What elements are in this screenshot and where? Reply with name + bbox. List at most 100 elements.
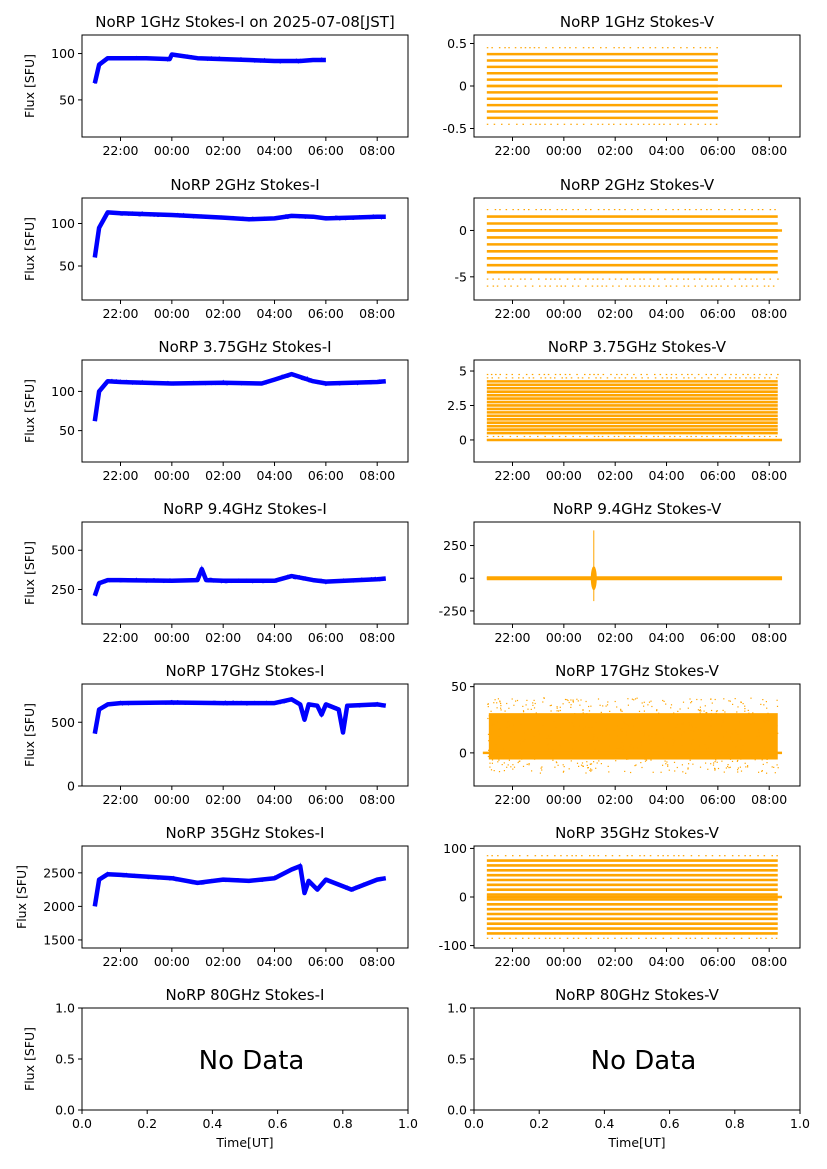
stokes-v-point (606, 728, 608, 730)
stokes-v-point (752, 746, 754, 748)
stokes-v-point (570, 704, 572, 706)
stokes-v-point (764, 721, 766, 724)
stokes-v-point (534, 702, 536, 705)
stokes-v-point (590, 768, 592, 770)
stokes-v-point (506, 726, 508, 728)
stokes-v-point (498, 47, 501, 49)
stokes-v-point (723, 698, 725, 700)
stokes-v-point (500, 709, 502, 711)
stokes-v-point (759, 730, 762, 732)
stokes-v-point (613, 47, 615, 49)
stokes-v-point (597, 209, 600, 211)
stokes-v-point (655, 734, 657, 736)
stokes-v-point (734, 285, 736, 287)
stokes-v-point (735, 746, 737, 748)
stokes-v-point (608, 745, 611, 747)
stokes-v-point (724, 711, 726, 713)
stokes-v-point (698, 855, 700, 857)
stokes-v-point (718, 278, 720, 280)
stokes-v-point (666, 761, 668, 763)
x-tick-label: 22:00 (494, 306, 530, 321)
stokes-v-point (750, 714, 752, 716)
x-tick-label: 02:00 (597, 792, 633, 807)
stokes-v-point (572, 700, 574, 702)
stokes-v-point (562, 771, 564, 773)
stokes-i-noise (94, 862, 384, 907)
stokes-v-point (569, 725, 571, 727)
stokes-v-point (691, 701, 693, 703)
stokes-v-point (766, 758, 768, 760)
stokes-v-point (595, 767, 597, 769)
stokes-v-point (710, 725, 712, 727)
stokes-v-point (587, 767, 589, 769)
stokes-v-point (566, 855, 568, 857)
stokes-v-point (757, 757, 759, 759)
stokes-v-point (763, 285, 766, 287)
stokes-v-point (689, 759, 691, 761)
stokes-v-point (572, 937, 575, 939)
stokes-v-point (590, 705, 592, 707)
stokes-v-point (576, 698, 578, 700)
stokes-v-point (547, 744, 549, 746)
stokes-v-point (554, 855, 556, 857)
stokes-v-point (516, 435, 518, 438)
stokes-v-point (741, 285, 743, 287)
stokes-v-point (690, 702, 692, 704)
stokes-v-point (626, 723, 628, 725)
stokes-v-point (688, 724, 690, 726)
stokes-v-point (500, 732, 502, 734)
stokes-v-point (717, 716, 719, 718)
x-tick-label: 08:00 (359, 306, 395, 321)
stokes-v-point (633, 278, 635, 280)
stokes-v-point (672, 739, 674, 741)
stokes-v-point (522, 717, 524, 719)
stokes-v-point (701, 937, 703, 939)
stokes-v-point (673, 435, 676, 438)
stokes-v-point (762, 699, 764, 701)
stokes-v-point (563, 123, 566, 125)
stokes-v-point (684, 209, 686, 211)
stokes-v-point (614, 733, 616, 735)
stokes-v-point (695, 435, 697, 438)
stokes-v-point (613, 123, 615, 125)
stokes-v-point (690, 724, 692, 726)
stokes-v-point (582, 765, 584, 767)
stokes-v-point (538, 47, 540, 49)
stokes-v-point (505, 209, 508, 211)
y-tick-label: 500 (51, 543, 75, 558)
y-axis-label: Flux [SFU] (22, 217, 37, 281)
stokes-v-point (499, 701, 501, 703)
stokes-v-point (667, 47, 669, 49)
x-tick-label: 02:00 (205, 954, 241, 969)
stokes-v-point (665, 209, 667, 211)
stokes-v-point (512, 713, 514, 716)
stokes-v-point (620, 738, 622, 741)
stokes-v-point (587, 731, 590, 733)
stokes-v-point (616, 706, 618, 708)
stokes-v-point (751, 285, 754, 287)
stokes-v-point (776, 855, 778, 857)
stokes-v-point (558, 710, 560, 712)
y-axis-label: Flux [SFU] (22, 703, 37, 767)
stokes-v-point (731, 855, 734, 857)
stokes-v-point (531, 373, 534, 376)
stokes-v-point (591, 726, 593, 728)
stokes-v-point (754, 759, 756, 761)
stokes-v-point (516, 754, 518, 756)
stokes-v-point (707, 714, 709, 716)
stokes-v-point (748, 937, 750, 939)
stokes-v-point (550, 123, 552, 125)
stokes-v-point (538, 278, 540, 280)
stokes-v-point (529, 435, 531, 438)
stokes-v-point (731, 209, 733, 211)
stokes-v-point (705, 373, 707, 376)
stokes-v-point (686, 47, 688, 49)
stokes-v-point (600, 47, 602, 49)
stokes-v-point (706, 435, 708, 438)
stokes-v-point (618, 209, 621, 211)
stokes-v-point (721, 377, 723, 379)
stokes-v-point (673, 855, 675, 857)
stokes-v-point (560, 855, 562, 857)
stokes-v-point (589, 769, 591, 771)
stokes-v-point (626, 278, 628, 280)
